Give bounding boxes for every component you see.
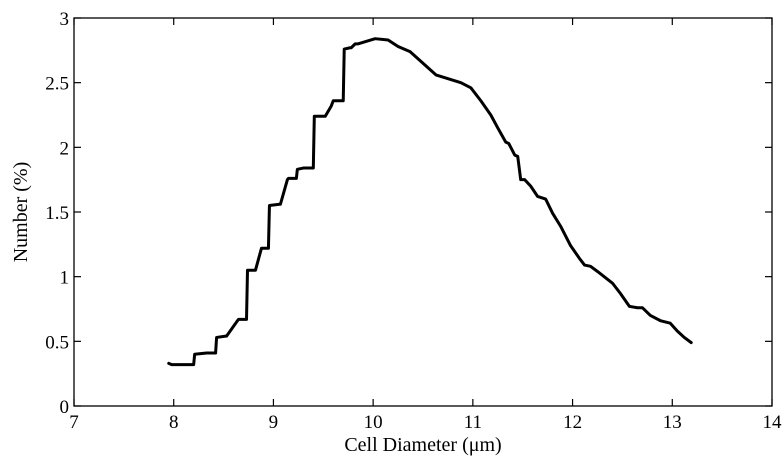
x-axis-title: Cell Diameter (μm) [344, 434, 501, 456]
plot-area-frame [73, 17, 773, 407]
x-tick-label: 9 [269, 412, 279, 433]
y-tick-label: 2 [60, 138, 70, 159]
y-axis: 0 0.5 1 1.5 2 2.5 3 [45, 9, 772, 418]
y-tick-label: 0.5 [45, 332, 69, 353]
series-line [167, 37, 693, 367]
x-tick-label: 14 [763, 412, 783, 433]
y-tick-label: 0 [60, 397, 70, 418]
x-tick-label: 12 [563, 412, 582, 433]
x-axis: 7 8 9 10 11 12 13 14 [69, 18, 782, 433]
y-tick-label: 1.5 [45, 203, 69, 224]
y-axis-title: Number (%) [10, 162, 32, 263]
x-tick-label: 8 [169, 412, 179, 433]
y-tick-label: 1 [60, 268, 70, 289]
y-tick-label: 3 [60, 9, 70, 30]
x-tick-label: 11 [464, 412, 482, 433]
x-tick-label: 10 [364, 412, 383, 433]
x-tick-label: 7 [69, 412, 79, 433]
y-tick-label: 2.5 [45, 74, 69, 95]
x-tick-label: 13 [663, 412, 682, 433]
